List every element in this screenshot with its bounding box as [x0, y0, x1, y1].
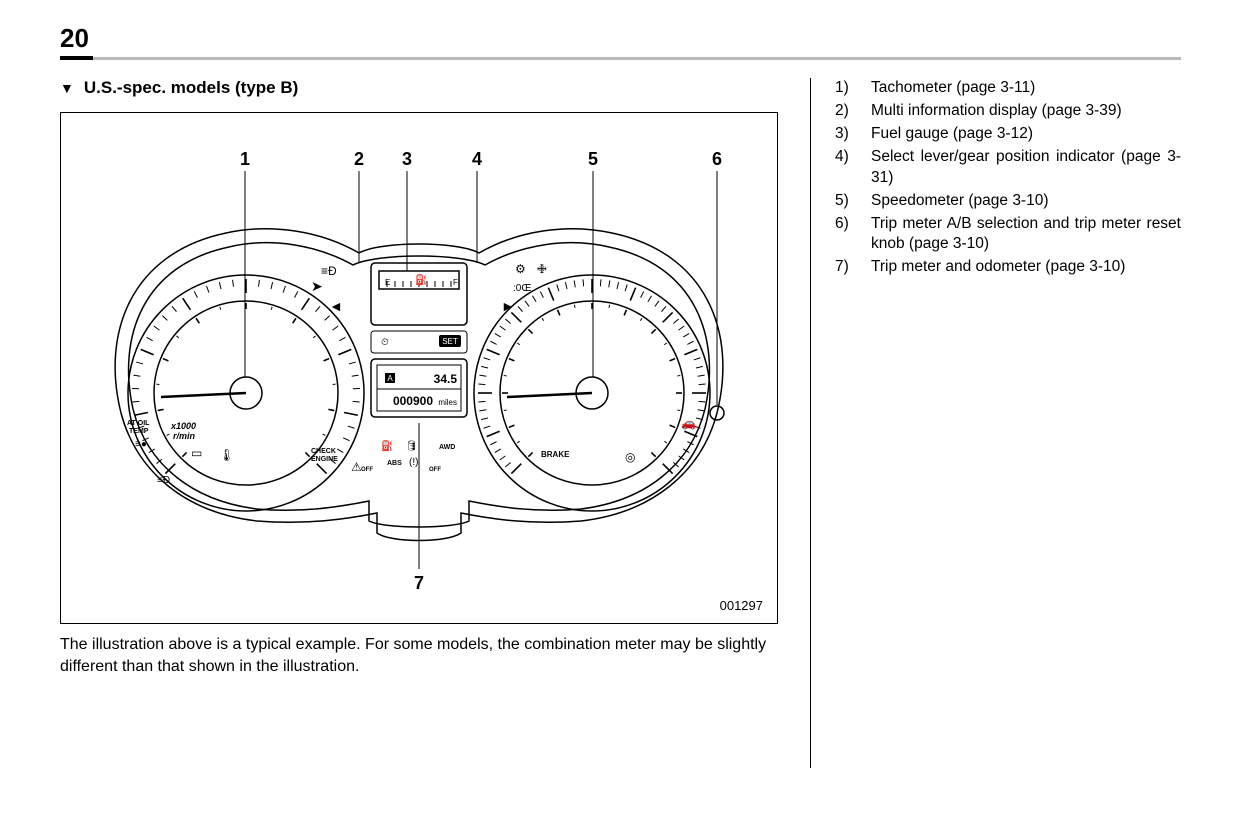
- highbeam-icon: ➤: [311, 278, 323, 294]
- callout-5: 5: [588, 149, 598, 169]
- callout-2: 2: [354, 149, 364, 169]
- headlight-icon: ≡●: [135, 439, 147, 450]
- section-title: ▼ U.S.-spec. models (type B): [60, 78, 780, 98]
- callout-7: 7: [414, 573, 424, 593]
- figure-caption: The illustration above is a typical exam…: [60, 634, 776, 677]
- page-number: 20: [60, 23, 93, 60]
- odometer-unit: miles: [438, 398, 457, 407]
- odometer-value: 000900: [393, 394, 433, 408]
- legend-item: 7)Trip meter and odometer (page 3-10): [835, 257, 1181, 278]
- legend-item: 1)Tachometer (page 3-11): [835, 78, 1181, 99]
- steering-icon: ◎: [625, 450, 635, 464]
- airbag-icon: ⚠: [351, 460, 362, 474]
- off-label-2: OFF: [429, 467, 441, 473]
- tach-unit-1: x1000: [170, 421, 196, 431]
- page-header: 20: [60, 20, 1181, 60]
- legend-item: 6)Trip meter A/B selection and trip mete…: [835, 214, 1181, 256]
- fuel-icon-2: ⛽: [381, 439, 393, 452]
- brake-label: BRAKE: [541, 450, 570, 459]
- fuel-f-label: F: [453, 278, 458, 287]
- oil-icon: 🛢: [405, 440, 418, 452]
- left-turn-icon: ◄: [329, 298, 343, 314]
- temp-icon: 🌡: [219, 448, 234, 462]
- door-icon: 🚗: [681, 416, 696, 430]
- instrument-diagram: E F ⛽ SET ⏲ A 34.5 000900: [61, 113, 777, 623]
- tpms-icon: (!): [409, 457, 418, 468]
- abs-label: ABS: [387, 460, 402, 467]
- off-label-1: OFF: [361, 467, 373, 473]
- check-engine-label-1: CHECK: [311, 448, 336, 455]
- right-column: 1)Tachometer (page 3-11) 2)Multi informa…: [810, 78, 1181, 768]
- set-label: SET: [442, 337, 458, 346]
- right-turn-icon: ►: [501, 298, 515, 314]
- legend-item: 2)Multi information display (page 3-39): [835, 101, 1181, 122]
- fuel-pump-icon: ⛽: [415, 273, 427, 286]
- section-title-text: U.S.-spec. models (type B): [84, 78, 298, 98]
- left-column: ▼ U.S.-spec. models (type B): [60, 78, 780, 693]
- fuel-e-label: E: [385, 278, 390, 287]
- legend-item: 4)Select lever/gear position indicator (…: [835, 147, 1181, 189]
- legend-list: 1)Tachometer (page 3-11) 2)Multi informa…: [835, 78, 1181, 278]
- foglight-icon: ≡Ð: [321, 264, 337, 278]
- callout-1: 1: [240, 149, 250, 169]
- foglight2-icon: ≡Ð: [157, 475, 170, 486]
- trip-letter: A: [387, 374, 393, 383]
- atoil-label-2: TEMP: [129, 428, 149, 435]
- callout-4: 4: [472, 149, 482, 169]
- seatbelt-icon: 🜋: [537, 262, 547, 276]
- triangle-down-icon: ▼: [60, 80, 74, 96]
- image-id: 001297: [720, 598, 763, 613]
- check-engine-label-2: ENGINE: [311, 456, 338, 463]
- cruise-icon: ⏲: [381, 337, 389, 348]
- legend-item: 5)Speedometer (page 3-10): [835, 191, 1181, 212]
- callout-3: 3: [402, 149, 412, 169]
- figure-box: E F ⛽ SET ⏲ A 34.5 000900: [60, 112, 778, 624]
- battery-icon: ▭: [191, 446, 202, 460]
- trip-value: 34.5: [434, 372, 458, 386]
- callout-6: 6: [712, 149, 722, 169]
- awd-label: AWD: [439, 444, 455, 451]
- legend-item: 3)Fuel gauge (page 3-12): [835, 124, 1181, 145]
- light-icon: :0Œ: [513, 283, 531, 294]
- stability-icon: ⚙: [515, 262, 526, 276]
- atoil-label-1: AT OIL: [127, 420, 150, 427]
- tach-unit-2: r/min: [173, 431, 196, 441]
